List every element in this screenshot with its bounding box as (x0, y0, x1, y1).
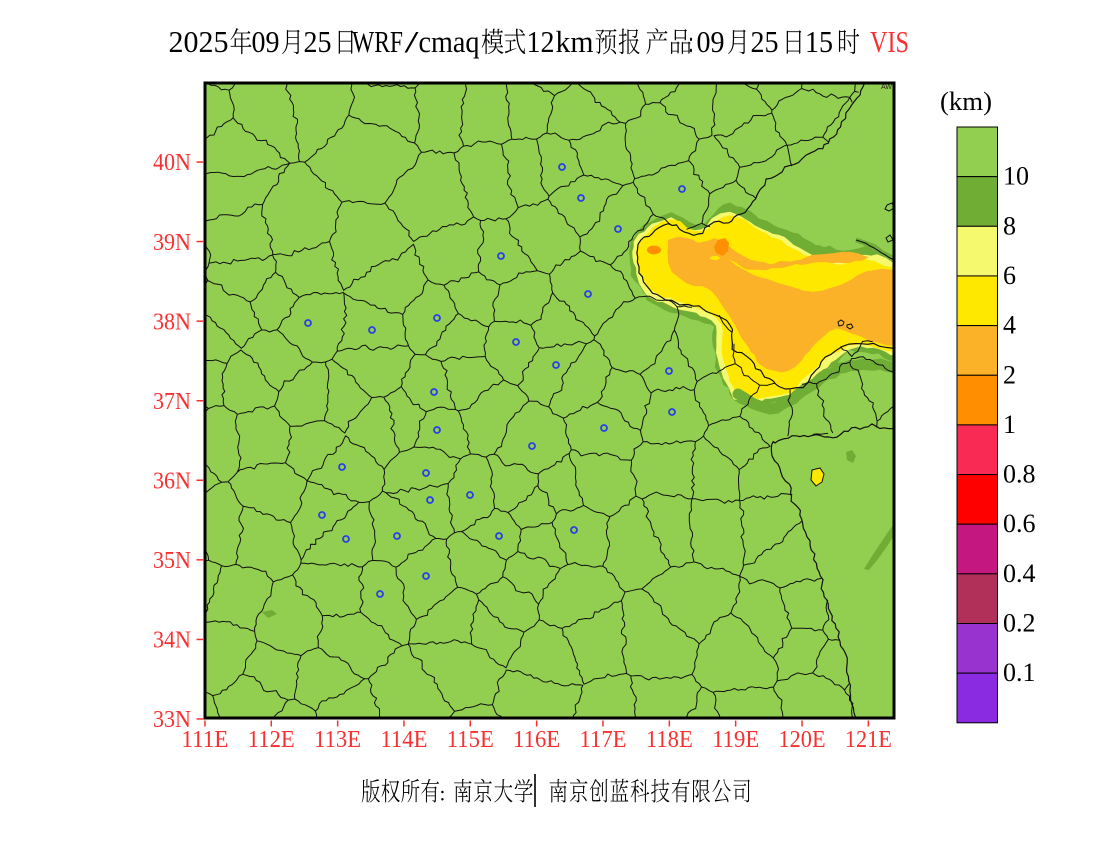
svg-text:112E: 112E (248, 727, 295, 753)
svg-text:2025: 2025 (169, 25, 229, 59)
svg-text:AW: AW (881, 84, 892, 91)
svg-text:0.8: 0.8 (1003, 460, 1036, 489)
svg-text:10: 10 (1003, 162, 1029, 191)
svg-text:115E: 115E (447, 727, 494, 753)
svg-text:39N: 39N (153, 230, 191, 256)
svg-text:0.6: 0.6 (1003, 509, 1036, 538)
svg-text:VIS: VIS (870, 25, 909, 59)
svg-text:35N: 35N (153, 548, 191, 574)
svg-text:114E: 114E (380, 727, 427, 753)
svg-text:1: 1 (1003, 410, 1016, 439)
svg-text:8: 8 (1003, 211, 1016, 240)
svg-text:(km): (km) (940, 87, 992, 116)
svg-text:34N: 34N (153, 628, 191, 654)
svg-text:121E: 121E (845, 727, 892, 753)
svg-text:km: km (556, 25, 594, 59)
svg-text:cmaq: cmaq (419, 25, 480, 59)
svg-text:09: 09 (252, 25, 280, 59)
svg-text:113E: 113E (314, 727, 361, 753)
svg-text:0.2: 0.2 (1003, 609, 1036, 638)
svg-text:38N: 38N (153, 309, 191, 335)
svg-text:2: 2 (1003, 360, 1016, 389)
svg-text:118E: 118E (646, 727, 693, 753)
svg-text:WRF: WRF (352, 25, 403, 59)
svg-text:111E: 111E (181, 727, 228, 753)
svg-text:119E: 119E (712, 727, 759, 753)
svg-text::: : (689, 25, 694, 59)
svg-text:25: 25 (304, 25, 332, 59)
svg-text:/: / (405, 25, 420, 59)
svg-text:0.4: 0.4 (1003, 559, 1036, 588)
svg-text:117E: 117E (580, 727, 627, 753)
svg-text:0.1: 0.1 (1003, 658, 1036, 687)
svg-text:33N: 33N (153, 707, 191, 733)
svg-text:25: 25 (751, 25, 779, 59)
svg-text:36N: 36N (153, 468, 191, 494)
svg-text:40N: 40N (153, 150, 191, 176)
svg-text:4: 4 (1003, 311, 1016, 340)
svg-text::: : (440, 782, 446, 806)
svg-text:15: 15 (805, 25, 833, 59)
svg-text:09: 09 (697, 25, 725, 59)
svg-text:37N: 37N (153, 389, 191, 415)
svg-text:120E: 120E (779, 727, 826, 753)
svg-text:6: 6 (1003, 261, 1016, 290)
svg-text:116E: 116E (513, 727, 560, 753)
svg-text:12: 12 (527, 25, 555, 59)
